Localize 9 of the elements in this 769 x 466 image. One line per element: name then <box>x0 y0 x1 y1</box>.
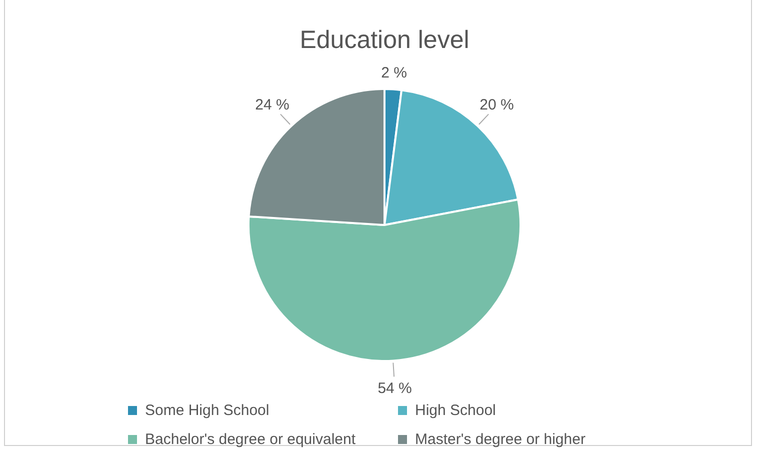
data-label: 24 % <box>255 96 290 114</box>
chart-title: Education level <box>298 26 470 55</box>
legend-label: Bachelor's degree or equivalent <box>145 431 356 448</box>
data-label: 2 % <box>381 64 407 82</box>
data-label: 20 % <box>480 96 514 114</box>
data-label: 54 % <box>378 380 412 397</box>
legend-label: High School <box>415 402 496 419</box>
legend-label: Master's degree or higher <box>415 431 586 448</box>
legend-label: Some High School <box>145 402 270 419</box>
